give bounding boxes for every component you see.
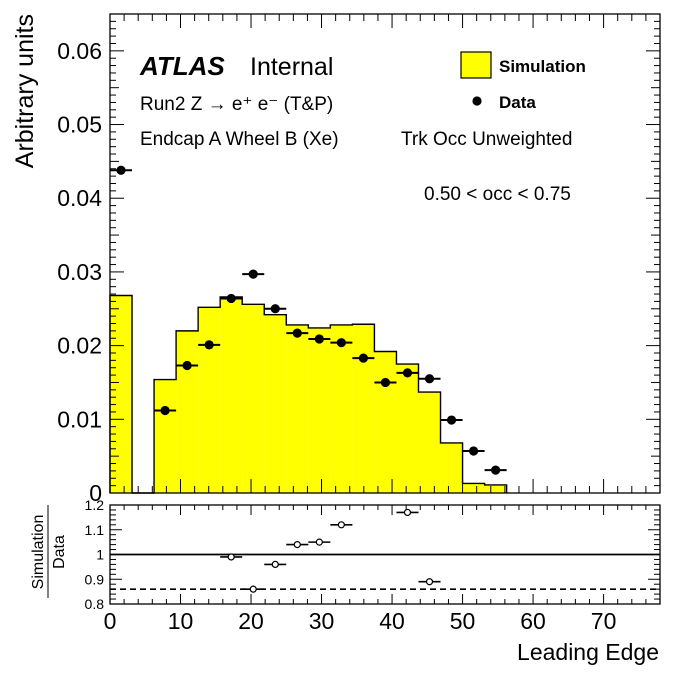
xtick-label-2: 20 [238,608,264,634]
simulation-histogram [109,294,508,494]
data-point-5 [248,269,258,279]
data-point-9 [336,338,346,348]
simulation-bin-8 [286,324,309,493]
simulation-bin-0 [110,295,133,493]
ratio-point-5 [337,521,345,529]
main-ytick-label-2: 0.02 [57,333,102,359]
selection-label: Trk Occ Unweighted [401,129,572,150]
ratio-ytick-label-2: 1 [96,547,104,563]
ratio-ytick-label-1: 0.9 [85,571,105,587]
ratio-point-6 [403,508,412,517]
simulation-bin-9 [308,327,331,493]
main-axis-ticks [109,13,661,494]
main-ytick-label-1: 0.01 [57,406,102,432]
legend: Simulation Data [460,51,586,112]
legend-data-marker [472,96,482,106]
xtick-label-4: 40 [379,608,405,634]
simulation-bin-3 [176,330,199,493]
data-point-2 [182,360,192,371]
ratio-frame [109,504,661,605]
data-point-1 [160,405,170,416]
simulation-bin-4 [198,307,221,493]
data-point-7 [292,328,302,338]
xtick-label-5: 50 [450,608,476,634]
simulation-bin-11 [352,324,375,493]
xtick-label-0: 0 [104,608,117,634]
data-point-16 [491,465,501,475]
ratio-y-title-numerator: Simulation [30,515,47,590]
legend-simulation-swatch [460,51,492,79]
main-y-tick-labels: 0 0.01 0.02 0.03 0.04 0.05 0.06 [57,38,102,506]
legend-data-label: Data [499,93,536,112]
data-points [110,165,507,475]
data-point-0 [116,165,126,175]
simulation-bin-16 [462,483,485,493]
simulation-bin-7 [264,314,287,493]
main-ytick-label-6: 0.06 [57,38,102,64]
xtick-label-6: 60 [520,608,546,634]
data-point-15 [468,446,479,456]
process-label: Run2 Z → e⁺ e⁻ (T&P) [140,94,333,115]
ratio-y-axis-title: Simulation Data [30,505,68,598]
simulation-bin-6 [242,304,265,493]
simulation-bin-14 [418,392,441,493]
data-point-11 [380,377,391,388]
simulation-bin-5 [220,296,243,493]
ratio-points [220,508,441,593]
xtick-label-7: 70 [591,608,617,634]
main-ytick-label-4: 0.04 [57,185,102,211]
y-axis-title: Arbitrary units [11,14,39,168]
ratio-ytick-label-0: 0.8 [85,596,105,612]
data-point-3 [204,340,214,350]
x-tick-labels: 0 10 20 30 40 50 60 70 [104,608,617,634]
simulation-bin-17 [484,484,507,493]
data-point-14 [446,415,457,425]
simulation-bin-2 [154,379,177,493]
ratio-point-1 [249,585,257,593]
ratio-point-7 [425,578,434,586]
data-point-12 [402,368,413,378]
data-point-4 [226,293,236,304]
atlas-label: ATLAS [139,51,225,81]
data-point-10 [358,353,369,363]
simulation-bin-13 [396,364,419,493]
ratio-ytick-label-3: 1.1 [85,522,105,538]
main-ytick-label-5: 0.05 [57,112,102,138]
x-axis-title: Leading Edge [517,639,659,665]
internal-label: Internal [250,53,333,81]
data-point-13 [424,374,435,384]
data-point-8 [314,334,324,344]
legend-simulation-label: Simulation [499,57,586,76]
simulation-bin-15 [440,442,463,493]
ratio-y-title-denominator: Data [51,535,68,569]
ratio-axis-ticks [109,504,661,605]
ratio-point-2 [271,560,279,569]
ratio-ytick-label-4: 1.2 [85,497,105,513]
xtick-label-1: 10 [168,608,194,634]
ratio-reference-lines [110,553,660,590]
ratio-point-0 [227,553,235,561]
simulation-bin-12 [374,351,397,493]
xtick-label-3: 30 [309,608,335,634]
ratio-point-4 [315,538,323,546]
ratio-y-tick-labels: 0.8 0.9 1 1.1 1.2 [85,497,105,612]
main-ytick-label-3: 0.03 [57,259,102,285]
ratio-point-3 [293,540,301,549]
data-point-6 [270,304,280,314]
simulation-bin-10 [330,324,353,493]
simulation-histogram-outline [109,294,508,494]
region-label: Endcap A Wheel B (Xe) [140,129,339,150]
main-frame [109,13,661,494]
occupancy-range-label: 0.50 < occ < 0.75 [424,184,571,205]
main-ytick-label-0: 0 [89,480,102,506]
